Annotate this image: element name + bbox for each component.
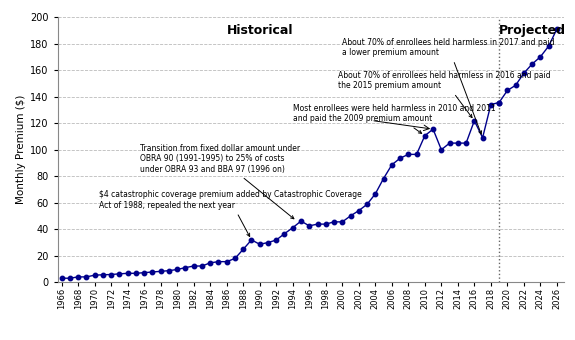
Text: $4 catastrophic coverage premium added by Catastrophic Coverage
Act of 1988, rep: $4 catastrophic coverage premium added b…: [99, 190, 362, 237]
Text: Historical: Historical: [227, 24, 293, 37]
Text: Projected: Projected: [499, 24, 566, 37]
Text: Transition from fixed dollar amount under
OBRA 90 (1991-1995) to 25% of costs
un: Transition from fixed dollar amount unde…: [140, 144, 300, 219]
Text: About 70% of enrollees held harmless in 2016 and paid
the 2015 premium amount: About 70% of enrollees held harmless in …: [338, 71, 551, 118]
Text: Most enrollees were held harmless in 2010 and 2011
and paid the 2009 premium amo: Most enrollees were held harmless in 201…: [293, 104, 496, 133]
Text: About 70% of enrollees held harmless in 2017 and paid
a lower premium amount: About 70% of enrollees held harmless in …: [342, 38, 555, 134]
Y-axis label: Monthly Premium ($): Monthly Premium ($): [16, 95, 26, 204]
